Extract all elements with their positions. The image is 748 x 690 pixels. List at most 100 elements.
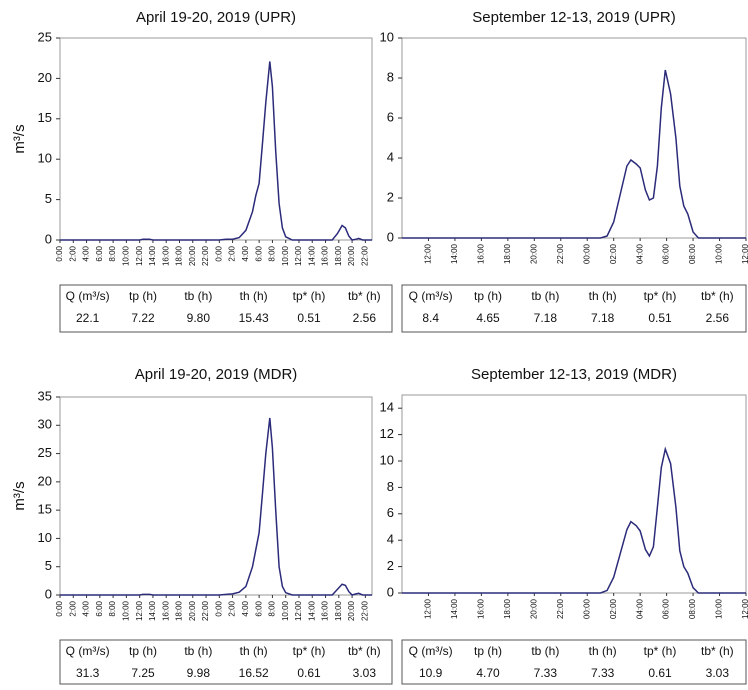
table-cell: 7.18 bbox=[591, 311, 615, 325]
x-tick-label: 2:00 bbox=[228, 600, 237, 616]
table-header: tb* (h) bbox=[348, 644, 381, 658]
x-tick-label: 10:00 bbox=[121, 600, 130, 621]
table-header: th (h) bbox=[240, 644, 268, 658]
y-tick-label: 0 bbox=[45, 231, 52, 246]
y-tick-label: 14 bbox=[380, 400, 394, 415]
chart-title: April 19-20, 2019 (UPR) bbox=[136, 9, 296, 26]
y-tick-label: 0 bbox=[45, 586, 52, 601]
table-cell: 8.4 bbox=[422, 311, 439, 325]
y-tick-label: 15 bbox=[38, 110, 52, 125]
x-tick-label: 20:00 bbox=[529, 243, 538, 264]
y-tick-label: 20 bbox=[38, 473, 52, 488]
x-tick-label: 6:00 bbox=[254, 600, 263, 616]
x-tick-label: 0:00 bbox=[55, 245, 64, 261]
table-header: tb (h) bbox=[531, 289, 559, 303]
plot-frame bbox=[401, 394, 747, 594]
y-tick-label: 0 bbox=[387, 584, 394, 599]
x-tick-label: 10:00 bbox=[281, 245, 290, 266]
x-tick-label: 22:00 bbox=[556, 243, 565, 264]
table-header: tp* (h) bbox=[293, 644, 326, 658]
table-cell: 7.25 bbox=[131, 666, 155, 680]
x-tick-label: 4:00 bbox=[82, 245, 91, 261]
x-tick-label: 0:00 bbox=[214, 600, 223, 616]
chart-title: September 12-13, 2019 (UPR) bbox=[472, 9, 675, 26]
table-frame bbox=[401, 284, 747, 333]
x-tick-label: 12:00 bbox=[424, 598, 433, 619]
x-tick-label: 14:00 bbox=[450, 598, 459, 619]
x-tick-label: 20:00 bbox=[347, 245, 356, 266]
table-header: tp (h) bbox=[474, 289, 502, 303]
x-tick-label: 8:00 bbox=[268, 600, 277, 616]
x-tick-label: 08:00 bbox=[688, 243, 697, 264]
table-cell: 3.03 bbox=[353, 666, 377, 680]
table-header: tb* (h) bbox=[348, 289, 381, 303]
x-tick-label: 16:00 bbox=[476, 598, 485, 619]
y-tick-label: 5 bbox=[45, 558, 52, 573]
y-tick-label: 25 bbox=[38, 445, 52, 460]
x-tick-label: 6:00 bbox=[95, 600, 104, 616]
data-line bbox=[60, 61, 372, 241]
x-tick-label: 12:00 bbox=[741, 598, 748, 619]
x-tick-label: 18:00 bbox=[503, 243, 512, 264]
x-tick-label: 10:00 bbox=[121, 245, 130, 266]
table-header: Q (m³/s) bbox=[66, 644, 110, 658]
y-tick-label: 2 bbox=[387, 558, 394, 573]
x-tick-label: 18:00 bbox=[175, 600, 184, 621]
y-axis-label: m³/s bbox=[11, 124, 28, 153]
y-tick-label: 8 bbox=[387, 479, 394, 494]
x-tick-label: 2:00 bbox=[68, 600, 77, 616]
table-cell: 16.52 bbox=[239, 666, 269, 680]
table-cell: 2.56 bbox=[353, 311, 377, 325]
y-tick-label: 5 bbox=[45, 191, 52, 206]
table-cell: 31.3 bbox=[76, 666, 100, 680]
y-tick-label: 10 bbox=[38, 151, 52, 166]
x-tick-label: 14:00 bbox=[307, 245, 316, 266]
x-tick-label: 4:00 bbox=[82, 600, 91, 616]
x-tick-label: 02:00 bbox=[609, 598, 618, 619]
plot-frame bbox=[59, 37, 373, 241]
x-tick-label: 00:00 bbox=[582, 243, 591, 264]
table-cell: 9.80 bbox=[187, 311, 211, 325]
x-tick-label: 22:00 bbox=[201, 245, 210, 266]
x-tick-label: 12:00 bbox=[135, 600, 144, 621]
x-tick-label: 6:00 bbox=[95, 245, 104, 261]
table-header: tp* (h) bbox=[644, 644, 677, 658]
table-header: tb (h) bbox=[184, 289, 212, 303]
chart-title: September 12-13, 2019 (MDR) bbox=[471, 366, 677, 383]
x-tick-label: 14:00 bbox=[148, 245, 157, 266]
x-tick-label: 8:00 bbox=[108, 245, 117, 261]
x-tick-label: 14:00 bbox=[148, 600, 157, 621]
table-cell: 22.1 bbox=[76, 311, 100, 325]
x-tick-label: 4:00 bbox=[241, 600, 250, 616]
x-tick-label: 22:00 bbox=[556, 598, 565, 619]
y-tick-label: 4 bbox=[387, 149, 394, 164]
table-cell: 10.9 bbox=[419, 666, 443, 680]
x-tick-label: 8:00 bbox=[108, 600, 117, 616]
data-line bbox=[402, 446, 746, 594]
x-tick-label: 10:00 bbox=[715, 243, 724, 264]
plot-frame bbox=[401, 37, 747, 239]
table-cell: 0.51 bbox=[648, 311, 672, 325]
table-cell: 0.61 bbox=[648, 666, 672, 680]
x-tick-label: 12:00 bbox=[294, 245, 303, 266]
table-cell: 7.33 bbox=[591, 666, 615, 680]
y-tick-label: 0 bbox=[387, 229, 394, 244]
y-tick-label: 12 bbox=[380, 426, 394, 441]
x-tick-label: 16:00 bbox=[321, 245, 330, 266]
y-tick-label: 10 bbox=[38, 530, 52, 545]
table-header: tb* (h) bbox=[701, 644, 734, 658]
table-cell: 4.65 bbox=[476, 311, 500, 325]
x-tick-label: 12:00 bbox=[424, 243, 433, 264]
x-tick-label: 18:00 bbox=[503, 598, 512, 619]
table-frame bbox=[401, 639, 747, 685]
data-line bbox=[402, 69, 746, 239]
y-tick-label: 15 bbox=[38, 502, 52, 517]
y-axis-label: m³/s bbox=[11, 481, 28, 510]
x-tick-label: 14:00 bbox=[307, 600, 316, 621]
x-tick-label: 0:00 bbox=[55, 600, 64, 616]
x-tick-label: 18:00 bbox=[334, 245, 343, 266]
x-tick-label: 16:00 bbox=[476, 243, 485, 264]
x-tick-label: 10:00 bbox=[281, 600, 290, 621]
x-tick-label: 6:00 bbox=[254, 245, 263, 261]
